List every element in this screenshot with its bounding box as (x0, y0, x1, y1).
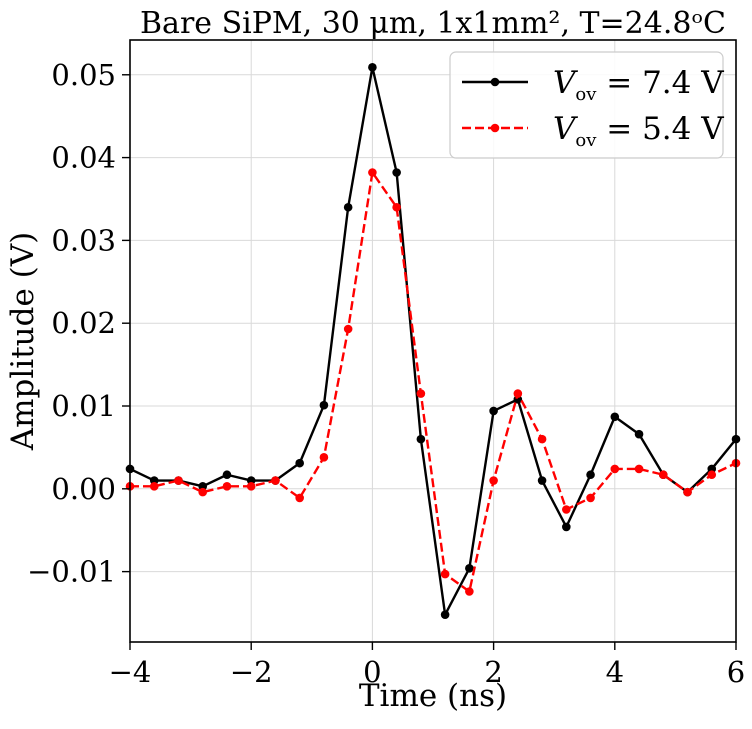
series-2-point (198, 487, 208, 497)
plot-frame (129, 39, 737, 643)
y-tick-label: −0.01 (27, 555, 116, 589)
series-2-point (343, 324, 353, 334)
series-1-point (368, 63, 377, 72)
series-2-point (537, 434, 547, 444)
x-tick-label: 4 (606, 655, 624, 689)
y-axis-title: Amplitude (V) (5, 232, 41, 452)
series-2-point (658, 470, 668, 480)
series-1-point (610, 412, 620, 422)
x-tick-label: 6 (727, 655, 745, 689)
series-2-point (707, 470, 717, 480)
legend-marker-series-1 (490, 77, 500, 87)
series-2-point (392, 202, 401, 212)
series-2-point (319, 453, 329, 462)
series-1-point (295, 458, 304, 468)
series-1-point (489, 406, 498, 416)
y-tick-label: 0.02 (51, 306, 116, 340)
series-1-point (319, 400, 329, 410)
y-tick-label: 0.05 (51, 58, 116, 92)
legend-marker-series-2 (490, 123, 500, 133)
legend-box (449, 51, 724, 159)
series-1-point (586, 470, 595, 480)
series-2-point (416, 389, 426, 398)
series-1-point (440, 610, 450, 619)
series-1-point (343, 202, 353, 212)
series-2-point (246, 482, 256, 491)
series-1-point (465, 564, 474, 573)
series-2-point (634, 464, 644, 474)
x-tick-label: 0 (363, 655, 381, 689)
series-2-point (222, 482, 232, 491)
series-1-point (392, 168, 401, 177)
series-2-point (489, 476, 498, 485)
legend-label-series-2: Vov = 5.4 V (553, 111, 724, 151)
series-2-point (295, 493, 304, 503)
series-2-point (586, 493, 595, 503)
y-tick-label: 0.01 (51, 389, 116, 423)
series-1-point (634, 429, 644, 439)
series-1-point (416, 434, 426, 444)
x-tick-label: −2 (230, 655, 273, 689)
series-1-point (562, 522, 571, 532)
series-2-point (683, 487, 692, 497)
series-1-point (222, 470, 232, 480)
x-axis-title: Time (ns) (359, 678, 507, 714)
y-tick-label: 0.00 (51, 472, 116, 506)
series-2-point (149, 482, 159, 491)
x-tick-label: 2 (484, 655, 502, 689)
legend-label-series-1: Vov = 7.4 V (553, 65, 724, 105)
x-tick-label: −4 (109, 655, 152, 689)
series-2-point (368, 168, 377, 177)
legend: Vov = 7.4 V Vov = 5.4 V (449, 51, 724, 159)
series-2-point (174, 476, 183, 485)
series-2-point (440, 569, 450, 579)
series-2-point (465, 587, 474, 596)
series-1-point (537, 476, 547, 485)
series-2-point (610, 464, 620, 474)
series-2-point (271, 476, 280, 485)
y-tick-label: 0.04 (51, 141, 116, 175)
series-2-point (513, 389, 523, 398)
series-2-point (562, 505, 571, 514)
y-tick-label: 0.03 (51, 223, 116, 257)
chart-title: Bare SiPM, 30 μm, 1x1mm², T=24.8ᵒC (140, 6, 726, 41)
